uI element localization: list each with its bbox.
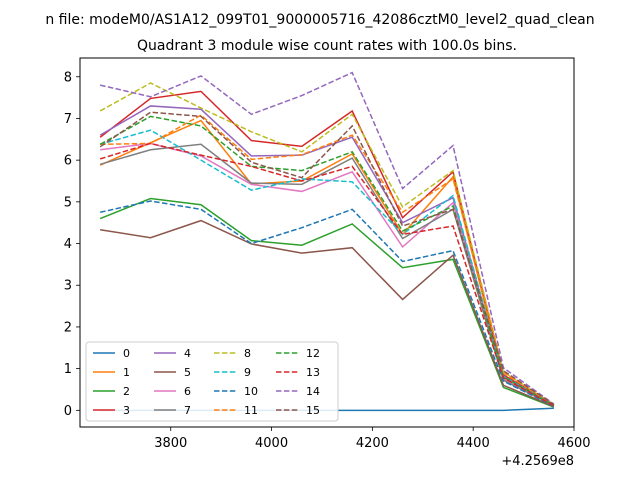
legend-label-3: 3 <box>123 404 130 417</box>
y-tick-label: 5 <box>64 195 72 210</box>
legend-label-9: 9 <box>244 366 251 379</box>
x-tick-label: 4600 <box>557 436 590 451</box>
series-line-11 <box>100 114 555 406</box>
legend-label-13: 13 <box>306 366 320 379</box>
legend-label-8: 8 <box>244 347 251 360</box>
plot-area-frame <box>79 57 575 428</box>
y-tick-label: 0 <box>64 404 72 419</box>
x-axis-offset-label: +4.2569e8 <box>501 454 574 469</box>
chart-title: Quadrant 3 module wise count rates with … <box>137 38 517 54</box>
series-line-4 <box>99 105 555 406</box>
legend-label-4: 4 <box>184 347 191 360</box>
series-line-5 <box>100 219 555 408</box>
y-tick-label: 7 <box>64 112 72 127</box>
legend-label-0: 0 <box>123 347 130 360</box>
x-tick-label: 4200 <box>356 436 389 451</box>
legend-label-7: 7 <box>184 404 191 417</box>
x-tick-label: 4400 <box>457 436 490 451</box>
legend-label-6: 6 <box>184 385 191 398</box>
series-line-15 <box>99 111 555 406</box>
y-tick-label: 3 <box>64 279 72 294</box>
y-tick-label: 8 <box>64 70 72 85</box>
series-line-2 <box>99 197 555 408</box>
series-line-13 <box>99 142 555 407</box>
legend-box <box>85 341 339 422</box>
legend-label-14: 14 <box>306 385 320 398</box>
x-tick-label: 3800 <box>154 436 187 451</box>
legend-label-11: 11 <box>244 404 258 417</box>
legend-label-12: 12 <box>306 347 320 360</box>
y-tick-label: 4 <box>64 237 72 252</box>
series-line-9 <box>99 129 555 406</box>
legend-label-2: 2 <box>123 385 130 398</box>
chart-suptitle: n file: modeM0/AS1A12_099T01_9000005716_… <box>45 12 594 28</box>
y-axis: 0 1 2 3 4 5 6 7 8 <box>64 70 80 419</box>
y-tick-label: 6 <box>64 154 72 169</box>
series-layer <box>99 71 555 412</box>
y-tick-label: 2 <box>64 320 72 335</box>
x-axis: 3800 4000 4200 4400 4600 <box>154 427 591 451</box>
legend-label-15: 15 <box>306 404 320 417</box>
series-line-8 <box>99 82 555 406</box>
x-tick-label: 4000 <box>255 436 288 451</box>
legend-label-1: 1 <box>123 366 130 379</box>
series-line-7 <box>99 143 555 407</box>
legend-label-10: 10 <box>244 385 258 398</box>
series-line-14 <box>99 71 555 405</box>
y-tick-label: 1 <box>64 362 72 377</box>
legend-label-5: 5 <box>184 366 191 379</box>
